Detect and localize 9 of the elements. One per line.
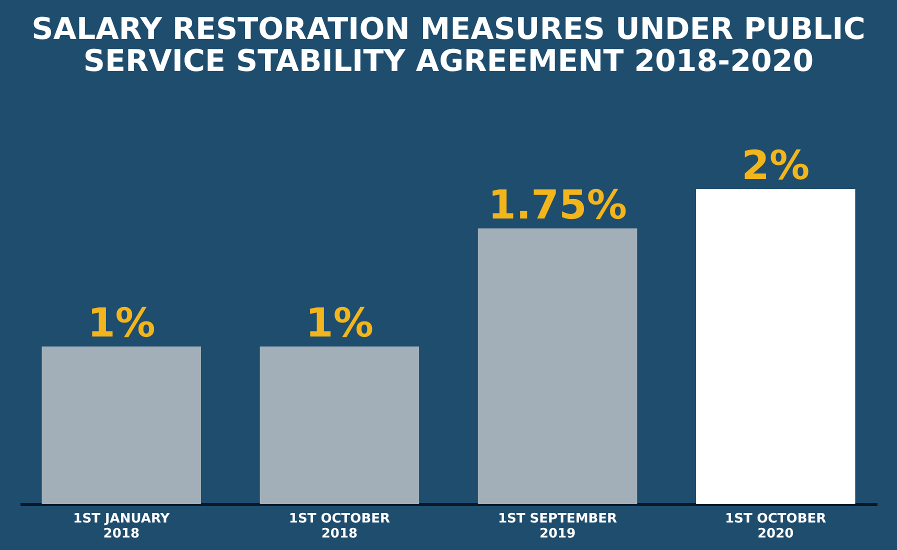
data-label: 1.75% bbox=[488, 182, 627, 228]
x-tick-label: 1ST SEPTEMBER 2019 bbox=[498, 512, 618, 542]
data-label: 1% bbox=[87, 300, 156, 346]
data-label: 2% bbox=[742, 143, 810, 189]
x-tick-label: 1ST OCTOBER 2020 bbox=[725, 512, 826, 542]
chart-title: SALARY RESTORATION MEASURES UNDER PUBLIC SERVICE STABILITY AGREEMENT 2018-2020 bbox=[32, 12, 866, 79]
x-tick-label: 1ST JANUARY 2018 bbox=[73, 512, 170, 542]
x-tick-label: 1ST OCTOBER 2018 bbox=[288, 512, 390, 542]
data-label: 1% bbox=[306, 300, 374, 346]
